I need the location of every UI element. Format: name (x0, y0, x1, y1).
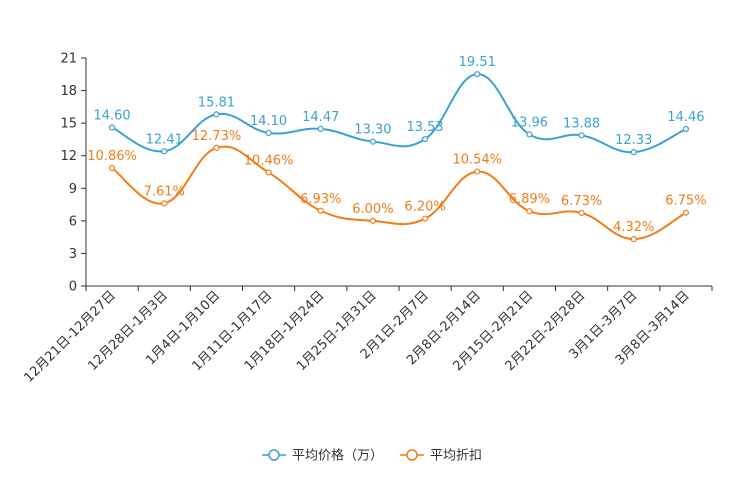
data-label: 6.73% (561, 194, 602, 209)
legend-marker-icon (406, 449, 418, 461)
data-label: 12.33 (615, 133, 652, 148)
data-label: 12.73% (192, 129, 242, 144)
data-label: 10.46% (244, 153, 294, 168)
data-label: 6.20% (404, 200, 445, 215)
legend-item-discount[interactable]: 平均折扣 (400, 449, 482, 464)
data-point (213, 111, 220, 118)
y-tick-label: 15 (60, 117, 77, 132)
data-point (369, 138, 377, 145)
data-point (421, 215, 429, 222)
data-point (265, 129, 272, 137)
data-point (682, 209, 690, 216)
y-tick-label: 12 (60, 149, 77, 164)
data-label: 13.88 (563, 116, 600, 131)
data-point (108, 124, 116, 131)
data-point (578, 132, 585, 139)
y-tick-label: 0 (69, 280, 77, 295)
y-tick-label: 9 (69, 182, 77, 197)
data-point (317, 207, 324, 214)
series-price (108, 71, 690, 156)
data-label: 14.46 (667, 110, 704, 125)
data-label: 13.53 (406, 120, 443, 135)
data-point (161, 148, 168, 155)
data-point (474, 71, 481, 78)
x-tick-label: 12月21日-12月27日 (21, 288, 118, 385)
data-labels: 14.60 12.41 15.81 14.10 14.47 13.30 13.53 19.51… (87, 55, 706, 235)
data-label: 10.54% (452, 153, 502, 168)
series-line-discount (111, 145, 687, 241)
data-point (630, 149, 637, 156)
data-label: 14.47 (302, 110, 339, 125)
series-layer (108, 71, 690, 243)
data-point (317, 125, 324, 132)
data-point (265, 169, 272, 176)
data-point (108, 164, 116, 172)
legend-label: 平均折扣 (430, 449, 482, 464)
data-label: 7.61% (144, 184, 185, 199)
axes: 03691215182112月21日-12月27日12月28日-1月3日1月4日… (21, 52, 713, 386)
data-point (421, 136, 429, 143)
data-label: 14.10 (250, 114, 287, 129)
data-label: 6.75% (665, 194, 706, 209)
data-label: 6.93% (300, 192, 341, 207)
legend-marker-icon (268, 449, 280, 461)
data-point (682, 125, 690, 133)
data-point (369, 217, 377, 224)
data-label: 4.32% (613, 220, 654, 235)
data-label: 10.86% (87, 149, 137, 164)
data-label: 13.30 (354, 123, 391, 138)
y-tick-label: 3 (69, 247, 77, 262)
series-discount (108, 144, 690, 243)
data-point (630, 235, 637, 243)
data-point (526, 208, 533, 215)
data-point (474, 168, 481, 175)
y-tick-label: 6 (69, 214, 77, 229)
y-tick-label: 21 (60, 52, 77, 67)
data-label: 19.51 (459, 55, 496, 70)
legend[interactable]: 平均价格（万） 平均折扣 (262, 448, 482, 464)
data-label: 6.89% (509, 192, 550, 207)
data-point (578, 209, 585, 217)
data-label: 13.96 (511, 115, 548, 130)
legend-label: 平均价格（万） (292, 448, 383, 464)
data-point (161, 200, 168, 207)
data-point (526, 131, 533, 138)
legend-item-price[interactable]: 平均价格（万） (262, 448, 383, 464)
data-label: 14.60 (93, 108, 130, 123)
data-point (213, 144, 220, 151)
y-tick-label: 18 (60, 84, 77, 99)
data-label: 6.00% (352, 202, 393, 217)
data-label: 15.81 (198, 95, 235, 110)
data-label: 12.41 (146, 132, 183, 147)
